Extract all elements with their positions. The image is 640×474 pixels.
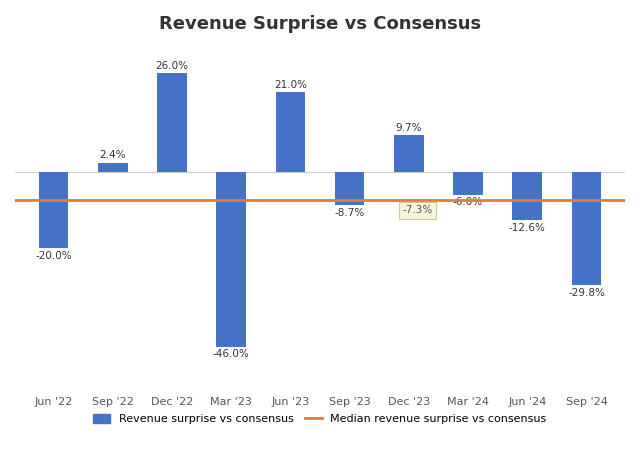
Text: -20.0%: -20.0% [35, 251, 72, 261]
Text: -7.3%: -7.3% [403, 205, 433, 216]
Text: -6.0%: -6.0% [453, 198, 483, 208]
Bar [513, 172, 542, 220]
Text: 9.7%: 9.7% [396, 122, 422, 133]
Bar [276, 92, 305, 172]
Bar [157, 73, 187, 172]
Text: 2.4%: 2.4% [99, 150, 126, 160]
Text: -29.8%: -29.8% [568, 288, 605, 298]
Legend: Revenue surprise vs consensus, Median revenue surprise vs consensus: Revenue surprise vs consensus, Median re… [89, 410, 551, 428]
Bar [453, 172, 483, 195]
Text: -8.7%: -8.7% [335, 208, 365, 218]
Title: Revenue Surprise vs Consensus: Revenue Surprise vs Consensus [159, 15, 481, 33]
Bar [38, 172, 68, 248]
Text: 26.0%: 26.0% [156, 61, 188, 71]
Text: -12.6%: -12.6% [509, 222, 546, 233]
Bar [98, 163, 127, 172]
Bar [335, 172, 364, 205]
Bar [572, 172, 602, 285]
Bar [394, 135, 424, 172]
Text: 21.0%: 21.0% [274, 80, 307, 90]
Bar [216, 172, 246, 347]
Text: -46.0%: -46.0% [212, 349, 250, 359]
